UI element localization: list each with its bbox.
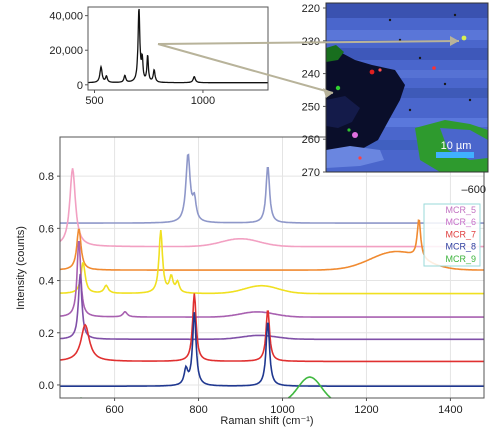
scale-bar [436, 152, 474, 158]
legend-entry: MCR_9 [445, 254, 476, 264]
main-y-tick-label: 0.2 [39, 328, 54, 340]
map-y-tick-label: 270 [302, 167, 320, 179]
main-series-line-2 [60, 168, 484, 248]
main-series-line-6 [60, 273, 484, 341]
main-series [60, 153, 484, 398]
map-image [326, 3, 488, 172]
inset-y-tick-label: 0 [77, 80, 83, 92]
main-frame [59, 136, 485, 399]
legend-entry: MCR_8 [445, 242, 476, 252]
main-x-tick-label: 1200 [354, 404, 378, 416]
map-y-tick-label: 240 [302, 69, 320, 81]
main-series-line-8 [60, 312, 484, 387]
corner-label: –600 [462, 184, 486, 196]
chemical-map: 220230240250260270 10 µm –600 [302, 2, 489, 196]
inset-y-ticks: 0 20,000 40,000 [49, 11, 88, 92]
main-series-line-1 [60, 153, 484, 224]
connector-line-bottom [157, 43, 334, 94]
legend-entry: MCR_5 [445, 205, 476, 215]
map-frame [325, 2, 489, 173]
main-y-tick-label: 0.0 [39, 380, 54, 392]
main-series-line-3 [60, 219, 484, 271]
inset-x-tick-label: 500 [85, 95, 103, 107]
connectors [157, 36, 460, 98]
main-y-tick-label: 0.6 [39, 223, 54, 235]
main-x-ticks: 600 800 1000 1200 1400 [105, 398, 463, 416]
connector-arrow-bottom [323, 88, 333, 98]
inset-series-line [88, 8, 268, 84]
legend-items: MCR_5 MCR_6 MCR_7 MCR_8 MCR_9 [445, 205, 476, 264]
main-y-ticks: 0.0 0.2 0.4 0.6 0.8 [39, 171, 60, 392]
main-y-axis-label: Intensity (counts) [15, 226, 27, 310]
connector-line-top [157, 40, 460, 45]
connector-arrow-top [450, 36, 459, 46]
map-y-tick-label: 250 [302, 101, 320, 113]
main-x-tick-label: 600 [105, 404, 123, 416]
inset-x-tick-label: 1000 [191, 95, 215, 107]
main-x-tick-label: 1400 [438, 404, 462, 416]
inset-y-tick-label: 40,000 [49, 11, 83, 23]
inset-x-ticks: 500 1000 [85, 90, 215, 107]
main-series-line-5 [60, 241, 484, 318]
legend-entry: MCR_6 [445, 217, 476, 227]
inset-y-tick-label: 20,000 [49, 45, 83, 57]
main-x-tick-label: 800 [189, 404, 207, 416]
inset-series [88, 8, 268, 84]
legend-entry: MCR_7 [445, 229, 476, 239]
map-y-ticks: 220230240250260270 [302, 3, 326, 179]
main-series-line-4 [60, 230, 484, 295]
inset-chart: 0 20,000 40,000 500 1000 [49, 6, 269, 107]
main-chart: 0.0 0.2 0.4 0.6 0.8 600 800 1000 1200 1400 Raman… [15, 136, 485, 427]
map-y-tick-label: 260 [302, 134, 320, 146]
legend-box [423, 203, 481, 267]
main-x-tick-label: 1000 [270, 404, 294, 416]
scale-bar-label: 10 µm [441, 140, 472, 152]
inset-frame [87, 6, 269, 91]
main-y-tick-label: 0.4 [39, 276, 54, 288]
main-x-axis-label: Raman shift (cm⁻¹) [220, 415, 313, 427]
map-y-tick-label: 220 [302, 3, 320, 15]
main-y-tick-label: 0.8 [39, 171, 54, 183]
legend: MCR_5 MCR_6 MCR_7 MCR_8 MCR_9 [423, 203, 481, 267]
main-grid [60, 137, 484, 398]
main-plot-area [60, 137, 484, 398]
main-series-line-7 [60, 293, 484, 363]
